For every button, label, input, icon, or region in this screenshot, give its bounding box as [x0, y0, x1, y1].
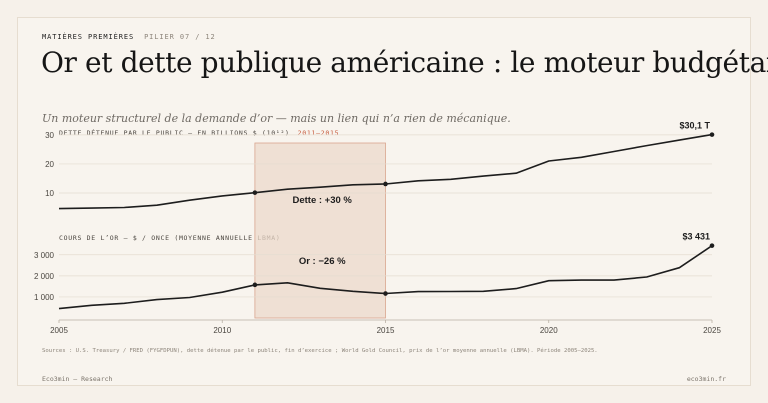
kicker: MATIÈRES PREMIÈRES PILIER 07 / 12: [42, 33, 216, 41]
gold-ytick-label: 3 000: [34, 251, 55, 260]
footer-brand: Eco3min — Research: [42, 375, 113, 383]
gold-change-annotation: Or : −26 %: [299, 256, 346, 267]
highlight-period-label: 2011–2015: [297, 129, 340, 137]
x-tick-label: 2005: [50, 326, 68, 335]
gold-end-label: $3 431: [682, 232, 710, 242]
gold-ytick-label: 2 000: [34, 272, 55, 281]
debt-ytick-label: 30: [45, 131, 54, 140]
x-tick-label: 2010: [213, 326, 231, 335]
gold-data-point: [252, 282, 258, 288]
debt-end-label: $30,1 T: [679, 121, 710, 131]
gold-ytick-label: 1 000: [34, 293, 55, 302]
debt-ytick-label: 20: [45, 160, 54, 169]
debt-axis-label: DETTE DÉTENUE PAR LE PUBLIC — EN BILLION…: [59, 129, 290, 137]
sources-note: Sources : U.S. Treasury / FRED (FYGFDPUN…: [42, 348, 598, 354]
gridlines: [59, 134, 712, 298]
x-tick-label: 2025: [703, 326, 721, 335]
debt-data-point: [252, 190, 258, 195]
chart-labels: 10 20 30 $30,1 T Dette : +30 % 1 000 2 000 3 00…: [34, 121, 721, 335]
debt-axis-title: DETTE DÉTENUE PAR LE PUBLIC — EN BILLION…: [59, 129, 339, 137]
page-title: Or et dette publique américaine : le mot…: [41, 46, 768, 79]
x-tick-label: 2015: [377, 326, 395, 335]
subtitle: Un moteur structurel de la demande d’or …: [42, 112, 511, 125]
debt-change-annotation: Dette : +30 %: [292, 195, 352, 206]
debt-ytick-label: 10: [45, 189, 54, 198]
x-tick-label: 2020: [540, 326, 558, 335]
debt-data-point: [383, 181, 388, 187]
pillar-label: PILIER 07 / 12: [144, 33, 216, 41]
gold-data-point: [383, 291, 388, 296]
gold-axis-title: COURS DE L’OR — $ / ONCE (MOYENNE ANNUEL…: [59, 234, 281, 242]
axes: [58, 319, 713, 323]
debt-data-point: [709, 132, 715, 137]
category-label: MATIÈRES PREMIÈRES: [42, 33, 135, 41]
gold-data-point: [709, 243, 715, 248]
footer-site: eco3min.fr: [686, 375, 726, 383]
series-lines: [58, 132, 715, 310]
